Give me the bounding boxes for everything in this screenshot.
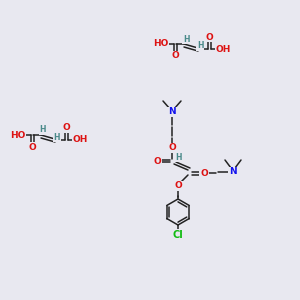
Text: O: O [28, 142, 36, 152]
Text: O: O [174, 182, 182, 190]
Text: H: H [175, 152, 181, 161]
Text: Cl: Cl [172, 230, 183, 240]
Text: N: N [168, 107, 176, 116]
Text: H: H [183, 34, 189, 43]
Text: O: O [200, 169, 208, 178]
Text: H: H [40, 125, 46, 134]
Text: O: O [62, 124, 70, 133]
Text: H: H [54, 133, 60, 142]
Text: N: N [229, 167, 237, 176]
Text: OH: OH [72, 136, 88, 145]
Text: OH: OH [215, 44, 231, 53]
Text: O: O [205, 32, 213, 41]
Text: HO: HO [10, 130, 26, 140]
Text: O: O [153, 157, 161, 166]
Text: O: O [171, 52, 179, 61]
Text: H: H [197, 41, 203, 50]
Text: O: O [168, 143, 176, 152]
Text: HO: HO [153, 40, 169, 49]
